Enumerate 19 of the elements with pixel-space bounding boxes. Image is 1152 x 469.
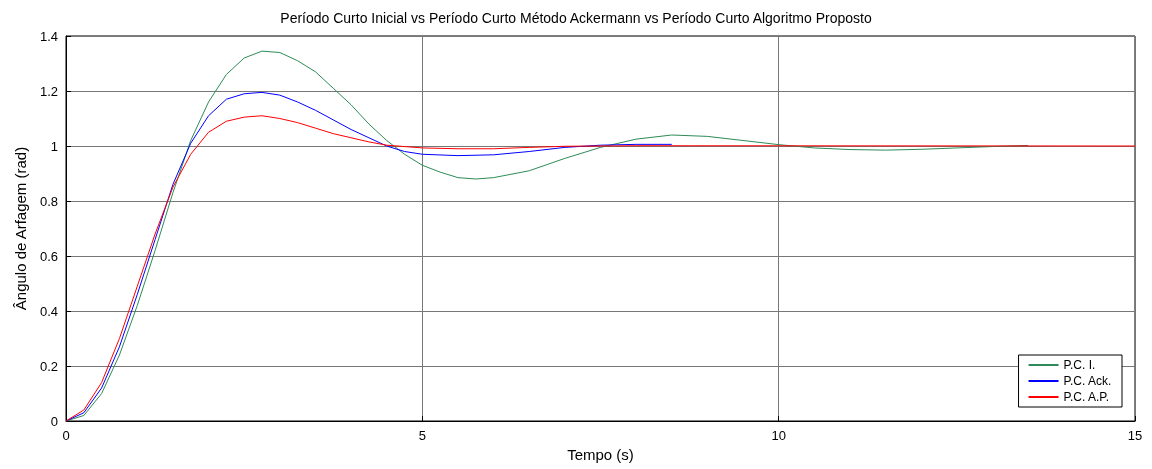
y-tick-label: 1.2 (39, 83, 58, 99)
chart-title: Período Curto Inicial vs Período Curto Método Ackermann vs Período Curto Algoritmo Proposto (280, 10, 872, 26)
x-tick-label: 5 (418, 428, 426, 443)
legend-label: P.C. A.P. (1063, 390, 1110, 404)
y-tick-label: 1 (50, 138, 58, 154)
y-tick-label: 0 (50, 413, 58, 429)
x-axis-title: Tempo (s) (567, 445, 634, 463)
y-tick-label: 0.6 (39, 248, 58, 264)
y-tick-label: 0.8 (39, 193, 58, 209)
line-series (65, 91, 673, 422)
y-tick-label: 0.4 (39, 303, 58, 319)
x-tick-label: 0 (62, 428, 70, 443)
y-tick-label: 1.4 (39, 28, 58, 44)
legend-label: P.C. I. (1063, 358, 1096, 372)
x-tick-label: 15 (1127, 428, 1143, 443)
y-axis-title: Ângulo de Arfagem (rad) (12, 146, 29, 311)
x-tick-label: 10 (771, 428, 786, 443)
legend-label: P.C. Ack. (1063, 374, 1112, 388)
y-tick-label: 0.2 (39, 358, 58, 374)
